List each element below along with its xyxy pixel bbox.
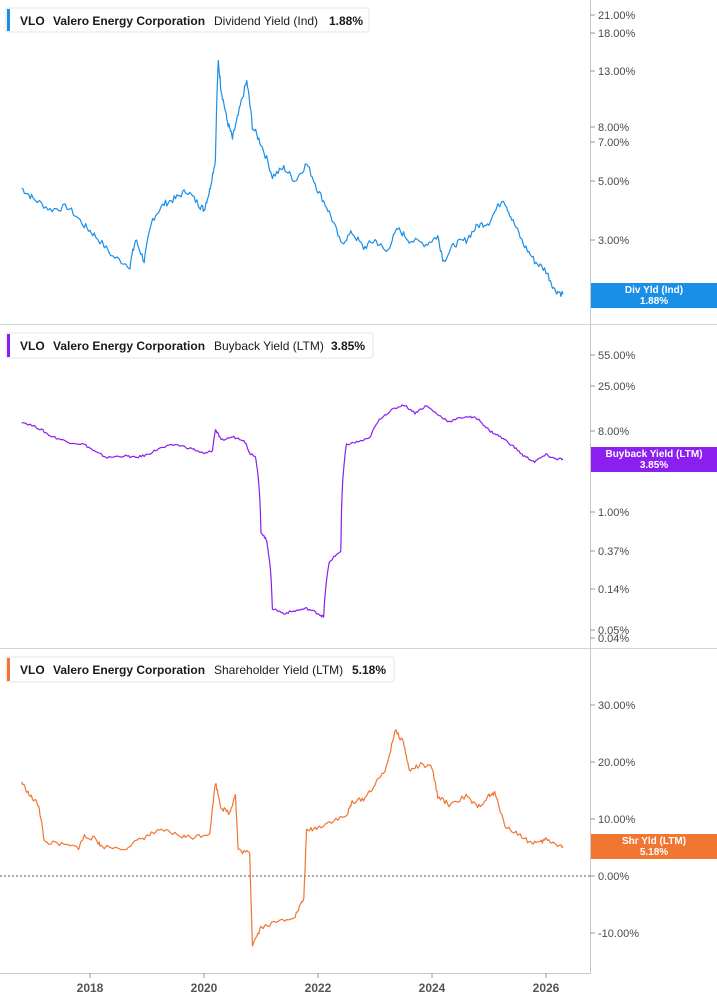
y-tick-label: 5.00% bbox=[598, 176, 629, 188]
tag-label: Shr Yld (LTM) bbox=[622, 836, 686, 847]
y-tick-label: 18.00% bbox=[598, 28, 636, 40]
panel-header[interactable]: VLO Valero Energy Corporation Dividend Y… bbox=[5, 7, 370, 33]
series-line-dividend-yield bbox=[21, 59, 564, 297]
panel-dividend-yield: VLO Valero Energy Corporation Dividend Y… bbox=[5, 7, 717, 308]
y-tick-label: 0.05% bbox=[598, 625, 629, 637]
header-box bbox=[5, 656, 395, 683]
series-line-shareholder-yield bbox=[21, 729, 564, 947]
y-tick-label: 3.00% bbox=[598, 235, 629, 247]
y-tick-label: -10.00% bbox=[598, 928, 639, 940]
series-color-marker bbox=[7, 334, 10, 357]
y-tick-label: 13.00% bbox=[598, 66, 636, 78]
panel-shareholder-yield: VLO Valero Energy Corporation Shareholde… bbox=[0, 656, 717, 947]
header-box bbox=[5, 332, 374, 359]
last-value-tag: Shr Yld (LTM) 5.18% bbox=[591, 834, 717, 859]
header-company: Valero Energy Corporation bbox=[53, 339, 205, 353]
y-tick-label: 8.00% bbox=[598, 122, 629, 134]
x-axis: 2018 2020 2022 2024 2026 bbox=[77, 973, 560, 995]
series-line-buyback-yield bbox=[21, 404, 564, 618]
panel-header[interactable]: VLO Valero Energy Corporation Buyback Yi… bbox=[5, 332, 374, 359]
panel-header[interactable]: VLO Valero Energy Corporation Shareholde… bbox=[5, 656, 395, 683]
series-color-marker bbox=[7, 9, 10, 31]
series-color-marker bbox=[7, 658, 10, 681]
y-axis: 30.00% 20.00% 10.00% 0.00% -10.00% bbox=[590, 700, 639, 940]
header-ticker: VLO bbox=[20, 339, 45, 353]
y-tick-label: 30.00% bbox=[598, 700, 636, 712]
tag-box bbox=[591, 283, 717, 308]
tag-value: 3.85% bbox=[640, 460, 668, 471]
y-tick-label: 20.00% bbox=[598, 757, 636, 769]
y-tick-label: 21.00% bbox=[598, 10, 636, 22]
last-value-tag: Div Yld (Ind) 1.88% bbox=[591, 283, 717, 308]
header-metric: Dividend Yield (Ind) bbox=[214, 14, 318, 28]
header-metric: Buyback Yield (LTM) bbox=[214, 339, 324, 353]
tag-box bbox=[591, 834, 717, 859]
header-ticker: VLO bbox=[20, 14, 45, 28]
y-tick-label: 0.37% bbox=[598, 546, 629, 558]
header-value: 1.88% bbox=[329, 14, 363, 28]
y-tick-label: 0.00% bbox=[598, 871, 629, 883]
x-tick-label: 2022 bbox=[305, 981, 332, 995]
y-tick-label: 8.00% bbox=[598, 426, 629, 438]
y-axis: 21.00% 18.00% 13.00% 8.00% 7.00% 5.00% 3… bbox=[590, 10, 636, 247]
x-tick-label: 2018 bbox=[77, 981, 104, 995]
header-value: 3.85% bbox=[331, 339, 365, 353]
tag-label: Div Yld (Ind) bbox=[625, 285, 683, 296]
x-tick-label: 2024 bbox=[419, 981, 446, 995]
panel-buyback-yield: VLO Valero Energy Corporation Buyback Yi… bbox=[5, 332, 717, 645]
y-tick-label: 1.00% bbox=[598, 507, 629, 519]
y-tick-label: 0.14% bbox=[598, 584, 629, 596]
y-axis: 55.00% 25.00% 8.00% 1.00% 0.37% 0.14% 0.… bbox=[590, 350, 636, 645]
y-tick-label: 0.04% bbox=[598, 633, 629, 645]
header-ticker: VLO bbox=[20, 663, 45, 677]
y-tick-label: 55.00% bbox=[598, 350, 636, 362]
header-company: Valero Energy Corporation bbox=[53, 14, 205, 28]
x-tick-label: 2020 bbox=[191, 981, 218, 995]
tag-label: Buyback Yield (LTM) bbox=[605, 449, 702, 460]
tag-box bbox=[591, 447, 717, 472]
y-tick-label: 7.00% bbox=[598, 137, 629, 149]
header-value: 5.18% bbox=[352, 663, 386, 677]
y-tick-label: 10.00% bbox=[598, 814, 636, 826]
header-company: Valero Energy Corporation bbox=[53, 663, 205, 677]
header-box bbox=[5, 7, 370, 33]
y-tick-label: 25.00% bbox=[598, 381, 636, 393]
x-tick-label: 2026 bbox=[533, 981, 560, 995]
header-metric: Shareholder Yield (LTM) bbox=[214, 663, 343, 677]
last-value-tag: Buyback Yield (LTM) 3.85% bbox=[591, 447, 717, 472]
tag-value: 1.88% bbox=[640, 296, 668, 307]
tag-value: 5.18% bbox=[640, 847, 668, 858]
